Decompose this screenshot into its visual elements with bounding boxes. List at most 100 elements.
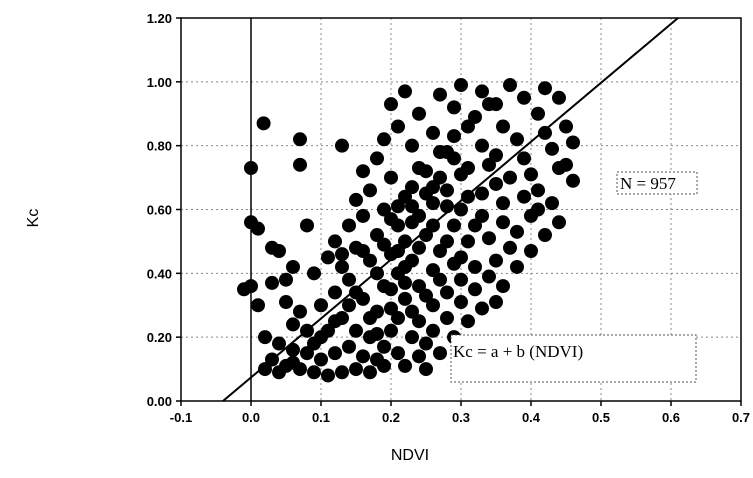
data-point xyxy=(531,183,545,198)
data-point xyxy=(265,275,279,290)
data-point xyxy=(272,336,286,351)
data-point xyxy=(391,199,405,214)
data-point xyxy=(384,97,398,112)
data-point xyxy=(349,285,363,300)
data-point xyxy=(433,243,447,258)
data-point xyxy=(391,243,405,258)
y-tick-labels: 0.00 0.20 0.40 0.60 0.80 1.00 1.20 xyxy=(147,11,181,409)
data-point xyxy=(356,208,370,223)
data-point xyxy=(279,272,293,287)
data-point xyxy=(377,202,391,217)
data-point xyxy=(447,129,461,144)
data-point xyxy=(559,119,573,134)
data-point xyxy=(335,365,349,380)
data-point xyxy=(412,106,426,121)
data-point xyxy=(251,221,265,236)
data-point xyxy=(258,330,272,345)
data-point xyxy=(461,234,475,249)
data-point xyxy=(398,275,412,290)
data-point xyxy=(286,355,300,370)
x-tick-labels: -0.1 0.0 0.1 0.2 0.3 0.4 0.5 0.6 0.7 xyxy=(170,401,750,425)
data-point xyxy=(461,314,475,329)
data-point xyxy=(244,161,258,176)
data-point xyxy=(384,212,398,227)
data-point xyxy=(405,304,419,319)
data-point xyxy=(454,78,468,93)
data-point xyxy=(349,362,363,377)
data-point xyxy=(377,358,391,373)
y-tick-label: 0.80 xyxy=(147,139,172,154)
data-point xyxy=(433,87,447,102)
data-point xyxy=(384,282,398,297)
data-point xyxy=(475,208,489,223)
data-point xyxy=(510,224,524,239)
data-point xyxy=(258,362,272,377)
data-point xyxy=(356,349,370,364)
data-point xyxy=(496,279,510,294)
data-point xyxy=(419,288,433,303)
data-point xyxy=(475,301,489,316)
data-point xyxy=(405,180,419,195)
y-tick-label: 0.60 xyxy=(147,203,172,218)
data-point xyxy=(398,358,412,373)
data-point xyxy=(384,323,398,338)
data-point xyxy=(370,151,384,166)
data-point xyxy=(335,247,349,262)
data-point xyxy=(531,202,545,217)
data-point xyxy=(328,346,342,361)
data-point xyxy=(356,164,370,179)
data-point xyxy=(475,84,489,99)
data-point xyxy=(279,295,293,310)
data-point xyxy=(412,279,426,294)
x-axis-label: NDVI xyxy=(391,447,429,464)
data-point xyxy=(398,291,412,306)
data-point xyxy=(503,78,517,93)
data-point xyxy=(426,125,440,140)
data-point xyxy=(419,362,433,377)
x-tick-label: 0.7 xyxy=(732,410,750,425)
data-point xyxy=(293,132,307,147)
data-point xyxy=(321,250,335,265)
data-point xyxy=(461,119,475,134)
data-point xyxy=(328,234,342,249)
data-point xyxy=(454,250,468,265)
data-point xyxy=(377,237,391,252)
data-point xyxy=(433,272,447,287)
data-point xyxy=(349,192,363,207)
data-point xyxy=(307,266,321,281)
data-point xyxy=(391,311,405,326)
x-tick-label: 0.0 xyxy=(242,410,260,425)
data-point xyxy=(503,240,517,255)
data-point xyxy=(538,228,552,243)
data-point xyxy=(440,183,454,198)
data-point xyxy=(300,346,314,361)
data-point xyxy=(286,342,300,357)
data-point xyxy=(405,199,419,214)
data-point xyxy=(440,234,454,249)
data-point xyxy=(244,279,258,294)
data-point xyxy=(363,253,377,268)
data-point xyxy=(510,132,524,147)
x-tick-label: 0.4 xyxy=(522,410,541,425)
equation-annotation-box xyxy=(450,334,697,383)
data-point xyxy=(482,97,496,112)
data-point xyxy=(335,138,349,153)
data-point xyxy=(454,202,468,217)
data-point xyxy=(335,259,349,274)
data-point xyxy=(286,259,300,274)
data-point xyxy=(251,298,265,313)
data-point xyxy=(517,90,531,105)
x-tick-label: 0.5 xyxy=(592,410,610,425)
data-point xyxy=(433,170,447,185)
x-tick-label: 0.1 xyxy=(312,410,330,425)
data-point xyxy=(342,218,356,233)
data-point xyxy=(398,189,412,204)
data-point xyxy=(454,295,468,310)
data-point xyxy=(440,285,454,300)
data-point xyxy=(314,298,328,313)
data-point xyxy=(496,196,510,211)
data-point xyxy=(559,157,573,172)
data-point xyxy=(475,186,489,201)
y-tick-label: 1.00 xyxy=(147,75,172,90)
